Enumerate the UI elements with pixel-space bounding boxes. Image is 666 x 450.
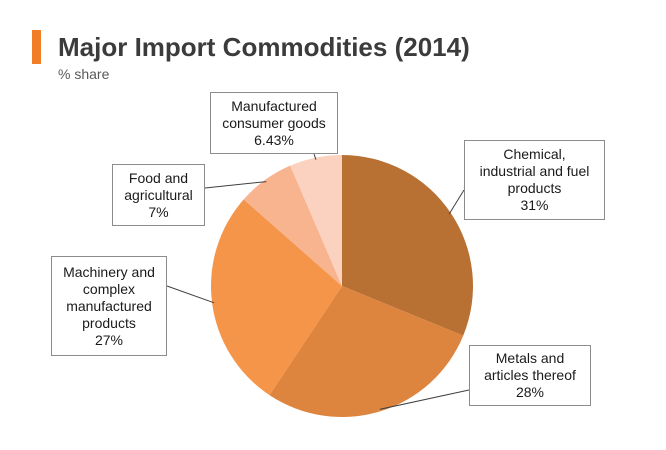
title-accent-bar [32, 30, 41, 64]
leader-line [448, 189, 465, 215]
slice-label-line: complex [82, 280, 136, 297]
slice-value-label: 27% [94, 331, 124, 348]
pie-slices [211, 155, 473, 417]
leader-lines [166, 153, 470, 410]
slice-label-line: Manufactured [231, 97, 317, 114]
slice-value-label: 6.43% [254, 131, 294, 148]
slice-callout-metals: Metals and articles thereof 28% [469, 345, 591, 406]
chart-title: Major Import Commodities (2014) [58, 32, 470, 62]
slice-label-line: products [507, 180, 562, 196]
slice-label-line: manufactured [66, 297, 152, 314]
slice-callout-food: Food and agricultural 7% [112, 164, 205, 226]
slice-callout-machinery: Machinery and complex manufactured produ… [51, 256, 167, 356]
slice-label-line: products [82, 314, 136, 331]
slice-value-label: 31% [520, 197, 549, 213]
slice-value-label: 7% [148, 203, 169, 220]
slice-label-line: Food and [128, 169, 189, 186]
pie-slice-food [243, 165, 342, 286]
chart-subtitle: % share [58, 66, 110, 82]
leader-line [204, 181, 267, 189]
leader-line [379, 389, 470, 410]
slice-label-line: consumer goods [222, 114, 326, 131]
pie-slice-metals [269, 286, 464, 417]
slice-value-label: 28% [515, 384, 545, 400]
slice-label-line: agricultural [124, 186, 193, 203]
leader-line [313, 153, 317, 160]
slice-label-line: Chemical, [503, 146, 566, 162]
slice-callout-consumer-goods: Manufactured consumer goods 6.43% [210, 92, 338, 154]
pie-slice-consumer-goods [290, 155, 342, 286]
pie-slice-machinery [211, 199, 342, 396]
slice-label-line: Machinery and [63, 263, 155, 280]
slice-label-line: articles thereof [484, 367, 576, 383]
slice-callout-chemical: Chemical, industrial and fuel products 3… [464, 140, 605, 220]
slice-label-line: Metals and [495, 350, 565, 366]
slice-label-line: industrial and fuel [479, 163, 590, 179]
leader-line [166, 285, 215, 304]
pie-slice-chemical [342, 155, 473, 336]
